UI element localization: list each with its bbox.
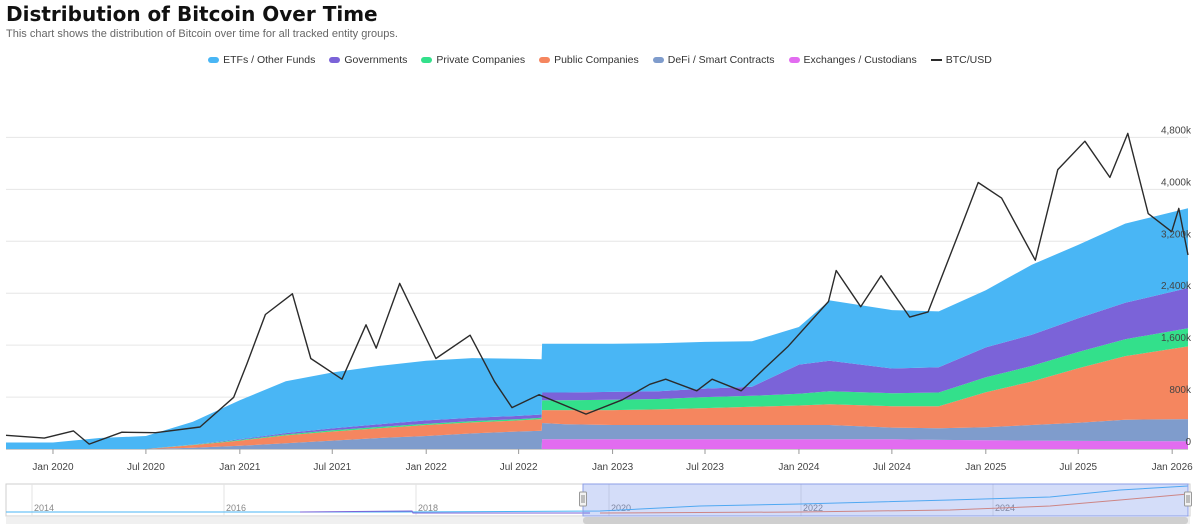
navigator-tick-label: 2020: [611, 503, 631, 513]
x-tick-label: Jul 2021: [313, 462, 351, 473]
navigator-tick-label: 2016: [226, 503, 246, 513]
area-etfs-other-funds: [6, 208, 1188, 449]
x-tick-label: Jan 2022: [406, 462, 448, 473]
y-tick-label: 0: [1185, 437, 1191, 448]
area-public-companies: [6, 346, 1188, 449]
legend-label: ETFs / Other Funds: [223, 54, 316, 66]
navigator-series: [299, 510, 590, 514]
legend-swatch: [208, 57, 220, 64]
legend-item-governments[interactable]: Governments: [329, 54, 407, 66]
legend-item-private-companies[interactable]: Private Companies: [421, 54, 525, 66]
area-exchanges-custodians: [6, 439, 1188, 449]
chart-subtitle: This chart shows the distribution of Bit…: [6, 28, 398, 40]
legend-item-etfs-other-funds[interactable]: ETFs / Other Funds: [208, 54, 315, 66]
x-axis: Jan 2020 Jul 2020 Jan 2021 Jul 2021 Jan 2022…: [32, 449, 1193, 473]
navigator-selection[interactable]: [582, 483, 1189, 517]
scrollbar-thumb[interactable]: [583, 517, 1188, 524]
y-tick-label: 800k: [1169, 385, 1192, 396]
range-navigator[interactable]: 201420162018202020222024: [5, 483, 1192, 524]
x-tick-label: Jul 2025: [1059, 462, 1097, 473]
btc-price-line: [5, 132, 1189, 445]
x-tick-label: Jul 2022: [500, 462, 538, 473]
navigator-tick-label: 2014: [34, 503, 54, 513]
legend-swatch: [329, 57, 341, 64]
legend-item-public-companies[interactable]: Public Companies: [539, 54, 639, 66]
x-tick-label: Jan 2026: [1152, 462, 1194, 473]
legend-label: Public Companies: [554, 54, 639, 66]
x-tick-label: Jan 2023: [592, 462, 634, 473]
legend-item-btc-usd[interactable]: BTC/USD: [930, 54, 992, 66]
btc-usd-line: [5, 132, 1189, 445]
y-axis-right: 0 800k 1,600k 2,400k 3,200k 4,000k 4,800k: [1161, 125, 1192, 448]
y-tick-label: 1,600k: [1161, 333, 1192, 344]
y-tick-label: 4,800k: [1161, 125, 1192, 136]
stacked-areas: [6, 208, 1188, 449]
legend-item-defi-smart-contracts[interactable]: DeFi / Smart Contracts: [652, 54, 775, 66]
x-tick-label: Jul 2020: [127, 462, 165, 473]
legend-label: DeFi / Smart Contracts: [667, 54, 775, 66]
x-tick-label: Jul 2023: [686, 462, 724, 473]
y-tick-label: 2,400k: [1161, 281, 1192, 292]
chart-title: Distribution of Bitcoin Over Time: [6, 2, 378, 26]
legend-swatch: [930, 59, 942, 62]
area-governments: [6, 288, 1188, 449]
legend-swatch: [539, 57, 551, 64]
legend-swatch: [652, 57, 664, 64]
navigator-series: [599, 493, 1189, 514]
x-tick-label: Jan 2024: [778, 462, 820, 473]
legend-label: Private Companies: [436, 54, 526, 66]
legend-label: BTC/USD: [945, 54, 992, 66]
legend-swatch: [421, 57, 433, 64]
navigator-handle-left[interactable]: [579, 491, 587, 507]
area-private-companies: [6, 328, 1188, 449]
x-tick-label: Jan 2021: [219, 462, 261, 473]
navigator-tick-label: 2018: [418, 503, 438, 513]
navigator-handle-right[interactable]: [1184, 491, 1192, 507]
legend: ETFs / Other Funds Governments Private Com…: [0, 54, 1200, 66]
navigator-tick-label: 2022: [803, 503, 823, 513]
x-tick-label: Jan 2025: [965, 462, 1007, 473]
x-tick-label: Jul 2024: [873, 462, 911, 473]
navigator-series: [6, 485, 1189, 513]
area-defi-smart-contracts: [6, 419, 1188, 449]
x-tick-label: Jan 2020: [32, 462, 74, 473]
y-tick-label: 3,200k: [1161, 229, 1192, 240]
y-tick-label: 4,000k: [1161, 177, 1192, 188]
legend-label: Governments: [344, 54, 408, 66]
legend-label: Exchanges / Custodians: [803, 54, 917, 66]
legend-swatch: [788, 57, 800, 64]
legend-item-exchanges-custodians[interactable]: Exchanges / Custodians: [788, 54, 917, 66]
